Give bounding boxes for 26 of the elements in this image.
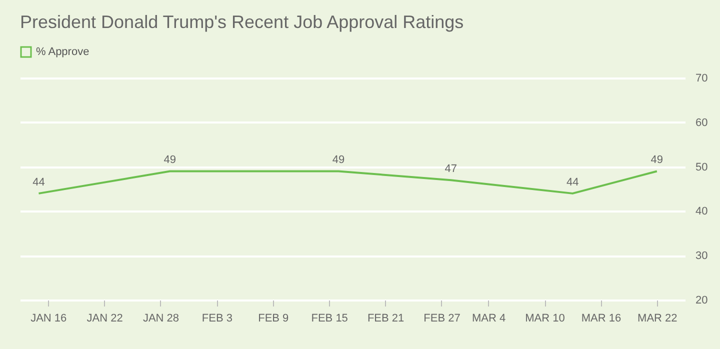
x-tick-label: MAR 4 xyxy=(472,312,506,324)
data-label: 49 xyxy=(164,154,176,166)
data-label: 49 xyxy=(332,154,345,166)
x-tick-label: FEB 21 xyxy=(367,312,404,324)
data-label: 44 xyxy=(566,176,579,188)
chart-title: President Donald Trump's Recent Job Approval Ratings xyxy=(20,12,464,32)
data-label: 49 xyxy=(650,154,664,166)
y-tick-label: 50 xyxy=(696,161,708,174)
x-tick-label: FEB 3 xyxy=(202,312,232,324)
x-tick-label: JAN 28 xyxy=(142,312,180,324)
x-tick-label: FEB 15 xyxy=(311,312,348,324)
x-tick-label: FEB 9 xyxy=(258,312,289,324)
data-label: 47 xyxy=(444,163,457,176)
y-tick-label: 60 xyxy=(696,116,708,129)
x-tick-label: MAR 22 xyxy=(638,312,678,324)
x-tick-label: JAN 16 xyxy=(30,312,67,324)
y-tick-label: 70 xyxy=(696,72,708,84)
x-tick-label: MAR 10 xyxy=(525,312,565,324)
legend-label: % Approve xyxy=(36,46,90,58)
x-tick-label: FEB 27 xyxy=(424,312,460,324)
y-tick-label: 20 xyxy=(696,294,708,306)
y-tick-label: 40 xyxy=(696,206,708,218)
x-tick-label: MAR 16 xyxy=(581,312,622,324)
y-tick-label: 30 xyxy=(696,250,708,262)
x-tick-label: JAN 22 xyxy=(86,312,123,324)
data-label: 44 xyxy=(32,176,45,188)
